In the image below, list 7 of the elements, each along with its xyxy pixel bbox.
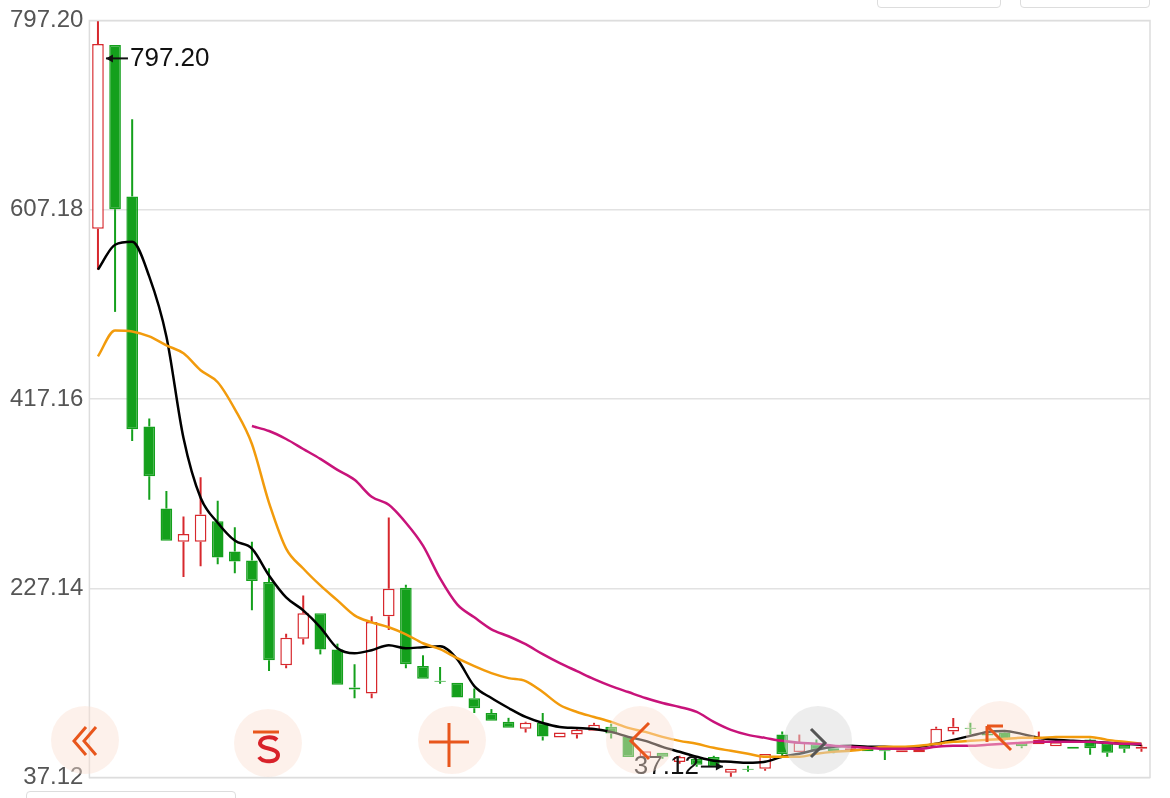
- y-tick-label: 227.14: [10, 572, 84, 600]
- y-tick-label: 417.16: [10, 383, 84, 411]
- annotation: 37.12: [633, 749, 699, 780]
- y-tick-label: 37.12: [23, 762, 84, 790]
- y-tick-label: 607.18: [10, 194, 84, 222]
- annotation: 797.20: [129, 41, 210, 72]
- y-tick-label: 797.20: [10, 5, 84, 33]
